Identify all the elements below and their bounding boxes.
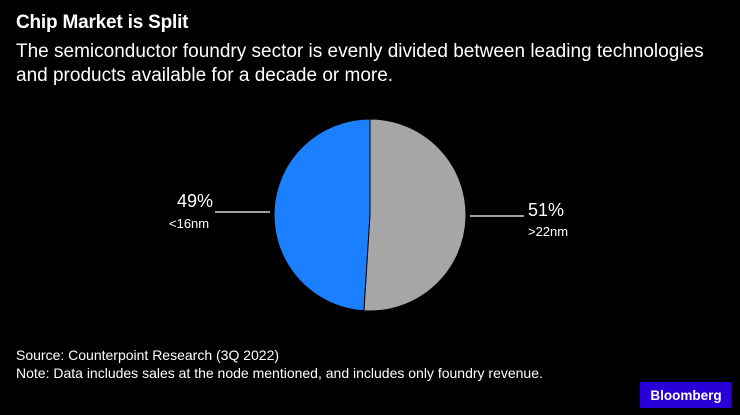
pie-slice-under16nm <box>273 118 371 312</box>
bloomberg-logo: Bloomberg <box>640 382 732 408</box>
pie-slice-over22nm <box>363 118 467 312</box>
chart-footer: Source: Counterpoint Research (3Q 2022) … <box>16 346 576 382</box>
chart-title: Chip Market is Split <box>16 12 189 33</box>
category-label-over22nm: >22nm <box>528 224 568 239</box>
data-note: Note: Data includes sales at the node me… <box>16 365 543 381</box>
chart-subtitle: The semiconductor foundry sector is even… <box>16 41 704 86</box>
pct-label-under16nm: 49% <box>177 191 213 211</box>
pct-label-over22nm: 51% <box>528 200 564 220</box>
source-note: Source: Counterpoint Research (3Q 2022) <box>16 347 280 363</box>
category-label-under16nm: <16nm <box>169 216 209 231</box>
